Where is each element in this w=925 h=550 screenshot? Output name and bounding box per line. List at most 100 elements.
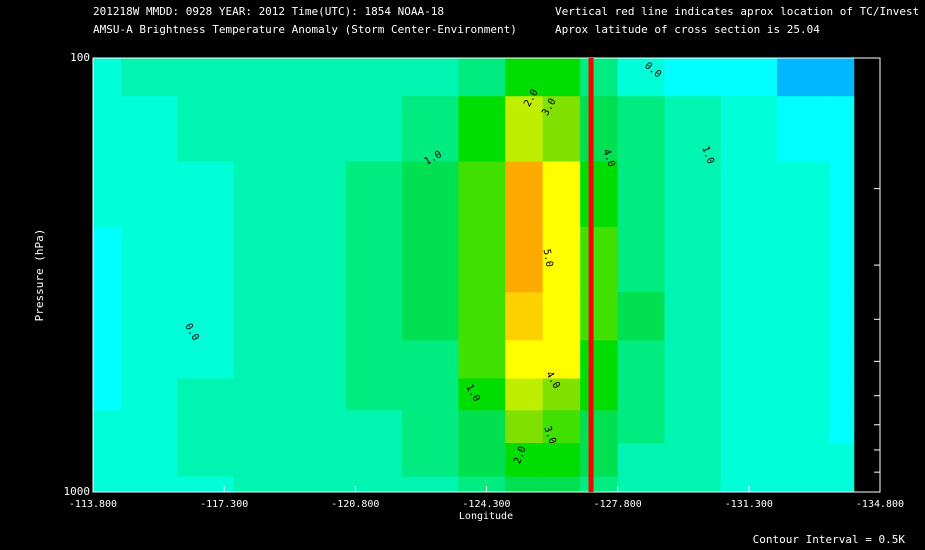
- contour-cell: [177, 443, 235, 478]
- contour-cell: [664, 443, 722, 478]
- contour-cell: [345, 161, 403, 228]
- contour-cell: [233, 58, 291, 97]
- contour-cell: [829, 443, 855, 478]
- contour-cell: [829, 58, 855, 97]
- contour-cell: [233, 410, 291, 444]
- contour-cell: [776, 96, 830, 163]
- contour-cell: [776, 226, 830, 293]
- contour-cell: [289, 96, 347, 163]
- contour-cell: [542, 378, 581, 411]
- contour-cell: [345, 443, 403, 478]
- header-line: 201218W MMDD: 0928 YEAR: 2012 Time(UTC):…: [93, 5, 444, 18]
- contour-cell: [233, 340, 291, 380]
- y-tick-label: 1000: [64, 485, 91, 498]
- contour-cell: [289, 340, 347, 380]
- contour-cell: [345, 58, 403, 97]
- contour-cell: [345, 410, 403, 444]
- contour-cell: [458, 96, 506, 163]
- contour-cell: [505, 58, 544, 97]
- contour-cell: [720, 410, 778, 444]
- header-line: AMSU-A Brightness Temperature Anomaly (S…: [93, 23, 517, 36]
- contour-cell: [617, 443, 666, 478]
- contour-cell: [458, 58, 506, 97]
- x-tick-label: -117.300: [200, 499, 248, 510]
- contour-cell: [458, 443, 506, 478]
- contour-interval: Contour Interval = 0.5K: [753, 533, 906, 546]
- contour-cell: [720, 340, 778, 380]
- contour-cell: [345, 378, 403, 411]
- contour-cell: [289, 410, 347, 444]
- contour-cell: [458, 292, 506, 341]
- contour-cell: [93, 292, 122, 341]
- contour-cell: [542, 410, 581, 444]
- contour-cell: [829, 292, 855, 341]
- contour-cell: [720, 292, 778, 341]
- contour-cell: [617, 292, 666, 341]
- contour-cell: [542, 476, 581, 493]
- contour-cell: [617, 161, 666, 228]
- contour-cell: [776, 378, 830, 411]
- contour-cell: [580, 378, 619, 411]
- contour-cell: [580, 58, 619, 97]
- contour-cell: [617, 340, 666, 380]
- contour-cell: [505, 443, 544, 478]
- contour-cell: [664, 58, 722, 97]
- contour-cell: [542, 292, 581, 341]
- contour-label: 5.0: [541, 248, 555, 268]
- contour-cell: [505, 476, 544, 493]
- contour-cell: [542, 226, 581, 293]
- contour-cell: [289, 161, 347, 228]
- contour-cell: [776, 410, 830, 444]
- contour-cell: [289, 476, 347, 493]
- y-axis-label: Pressure (hPa): [33, 229, 46, 322]
- contour-cell: [233, 443, 291, 478]
- x-tick-label: -134.800: [856, 499, 904, 510]
- contour-cell: [829, 96, 855, 163]
- contour-cell: [580, 410, 619, 444]
- contour-cell: [617, 58, 666, 97]
- contour-cell: [505, 378, 544, 411]
- contour-cell: [93, 410, 122, 444]
- contour-cell: [345, 292, 403, 341]
- contour-cell: [289, 378, 347, 411]
- contour-cell: [93, 378, 122, 411]
- contour-cell: [233, 476, 291, 493]
- contour-cell: [93, 161, 122, 228]
- contour-cell: [580, 96, 619, 163]
- contour-cell: [720, 58, 778, 97]
- contour-cell: [121, 378, 178, 411]
- contour-cell: [93, 226, 122, 293]
- contour-cell: [829, 340, 855, 380]
- contour-cell: [776, 476, 830, 493]
- contour-cell: [505, 96, 544, 163]
- x-tick-label: -131.300: [725, 499, 773, 510]
- contour-cell: [93, 96, 122, 163]
- header-line: Aprox latitude of cross section is 25.04: [555, 23, 820, 36]
- contour-cell: [776, 292, 830, 341]
- contour-cell: [617, 378, 666, 411]
- contour-cell: [402, 226, 459, 293]
- contour-cell: [177, 378, 235, 411]
- contour-cell: [289, 58, 347, 97]
- contour-cell: [720, 443, 778, 478]
- contour-cell: [458, 226, 506, 293]
- contour-cell: [402, 476, 459, 493]
- x-axis-label: Longitude: [459, 511, 513, 522]
- contour-cell: [580, 226, 619, 293]
- contour-cell: [345, 476, 403, 493]
- contour-cell: [121, 476, 178, 493]
- contour-cell: [776, 161, 830, 228]
- contour-cell: [345, 96, 403, 163]
- contour-cell: [458, 476, 506, 493]
- contour-cell: [121, 340, 178, 380]
- contour-cell: [542, 340, 581, 380]
- contour-cell: [177, 410, 235, 444]
- contour-cell: [402, 443, 459, 478]
- contour-cell: [542, 443, 581, 478]
- contour-cell: [177, 96, 235, 163]
- contour-cell: [664, 410, 722, 444]
- contour-cell: [402, 161, 459, 228]
- contour-cell: [458, 161, 506, 228]
- contour-cell: [177, 58, 235, 97]
